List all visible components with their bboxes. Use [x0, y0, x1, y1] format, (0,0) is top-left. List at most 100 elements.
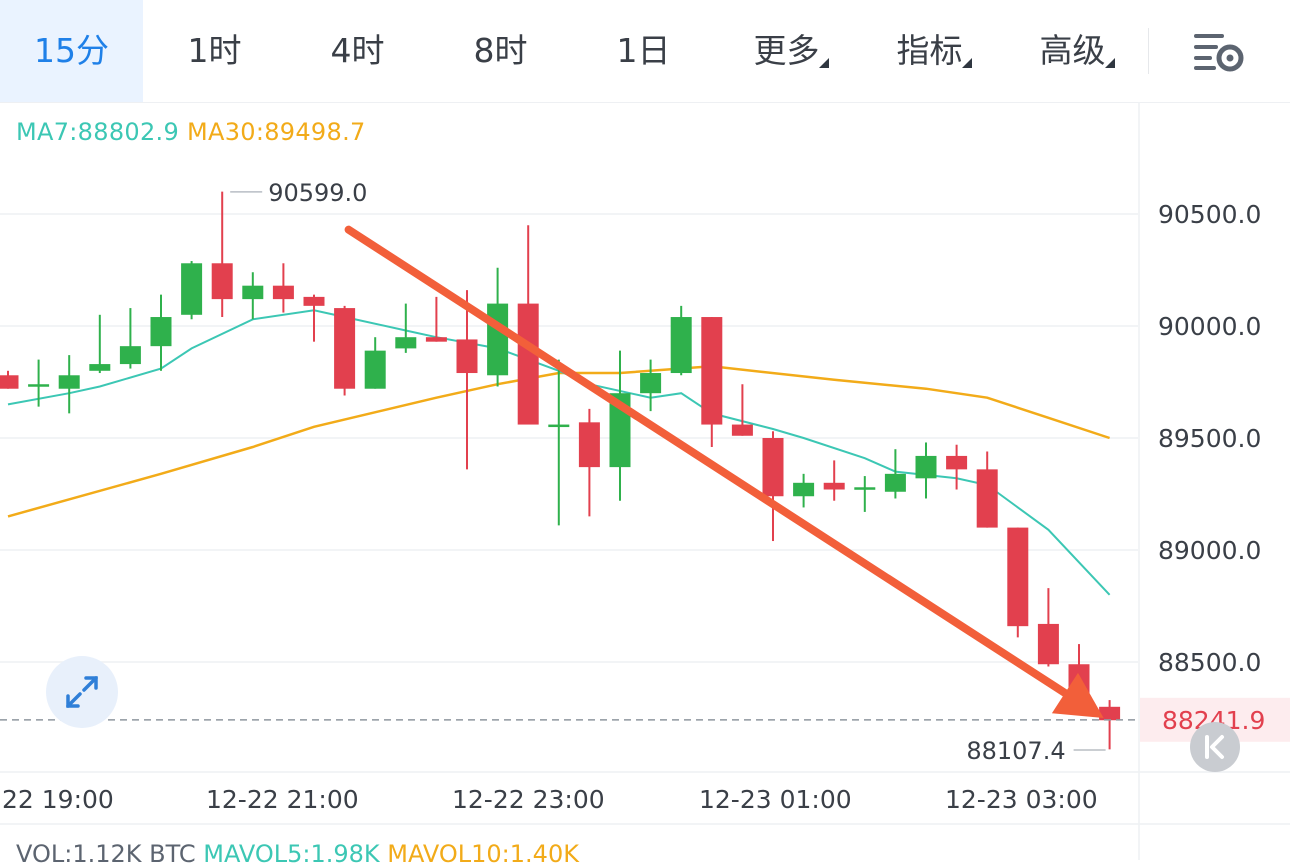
toolbar-divider — [1148, 28, 1149, 74]
candle-body — [731, 424, 753, 436]
candle — [915, 442, 937, 499]
candle-body — [915, 455, 937, 479]
candle — [181, 261, 203, 320]
candle — [578, 408, 600, 517]
time-tick-label: 12-23 03:00 — [945, 785, 1098, 814]
candle-body — [1037, 623, 1059, 665]
candle-body — [395, 337, 417, 349]
expand-icon — [66, 676, 98, 708]
tab-advanced-label: 高级 — [1039, 31, 1106, 70]
candle — [364, 337, 386, 389]
candle-body — [303, 296, 325, 306]
chart-settings-icon[interactable] — [1190, 30, 1246, 74]
trend-arrow-shaft — [344, 225, 1080, 704]
price-tick-label: 89500.0 — [1158, 424, 1261, 453]
tab-1d[interactable]: 1日 — [616, 31, 671, 70]
candle — [884, 449, 906, 499]
candle-body — [58, 375, 80, 389]
candle-body — [364, 350, 386, 389]
candle — [272, 263, 294, 313]
tab-1h[interactable]: 1时 — [187, 31, 242, 70]
time-tick-label: 12-22 21:00 — [206, 785, 359, 814]
candle-body — [89, 364, 111, 371]
tab-advanced[interactable]: 高级 — [1001, 0, 1144, 102]
volume-value: VOL:1.12K BTC — [16, 840, 196, 868]
candle — [89, 314, 111, 374]
candle — [303, 294, 325, 342]
ma30-value: MA30:89498.7 — [186, 118, 366, 146]
candle-body — [976, 469, 998, 528]
candle-body — [578, 422, 600, 468]
candle — [548, 359, 570, 526]
candle — [119, 308, 141, 369]
tab-indicators[interactable]: 指标 — [858, 0, 1001, 102]
candle — [1007, 527, 1029, 638]
candle-body — [0, 375, 19, 389]
scroll-to-latest-button[interactable] — [1190, 722, 1240, 772]
interval-toolbar: 15分 1时 4时 8时 1日 更多 指标 高级 — [0, 0, 1290, 103]
candle — [823, 460, 845, 501]
ma30-line — [7, 365, 1110, 518]
candle-body — [517, 303, 539, 425]
candle-body — [1007, 527, 1029, 627]
candle — [150, 294, 172, 371]
candle-body — [334, 308, 356, 389]
candle-body — [884, 473, 906, 492]
candle — [731, 384, 753, 436]
caret-down-icon — [819, 58, 829, 68]
chevron-left-icon — [1205, 735, 1224, 759]
ma30-layer — [7, 365, 1110, 518]
price-axis-ticks: 90500.0 90000.0 89500.0 89000.0 88500.0 — [1158, 200, 1261, 677]
candles-layer — [0, 191, 1121, 750]
candle-body — [1099, 706, 1121, 721]
time-tick-label: 22 19:00 — [2, 785, 114, 814]
candle-body — [119, 346, 141, 365]
candle — [242, 272, 264, 320]
caret-down-icon — [962, 58, 972, 68]
candle — [395, 303, 417, 353]
tab-15m[interactable]: 15分 — [0, 0, 143, 102]
candle — [854, 476, 876, 512]
candle-body — [670, 317, 692, 374]
candle — [701, 317, 723, 447]
candle — [334, 305, 356, 396]
tab-indicators-label: 指标 — [896, 31, 963, 70]
candle — [1037, 588, 1059, 667]
candle-body — [487, 303, 509, 376]
candle — [762, 431, 784, 542]
ma7-value: MA7:88802.9 — [16, 118, 180, 146]
trend-arrow-head — [1051, 672, 1104, 718]
ma-legend: MA7:88802.9 MA30:89498.7 — [16, 118, 366, 146]
candle-body — [456, 339, 478, 374]
candle-body — [762, 438, 784, 497]
candle — [0, 370, 19, 389]
candle-body — [272, 285, 294, 300]
tab-8h[interactable]: 8时 — [473, 31, 528, 70]
candle-body — [211, 263, 233, 300]
candle — [946, 444, 968, 490]
candle — [28, 359, 50, 407]
candle — [517, 225, 539, 425]
price-tick-label: 89000.0 — [1158, 536, 1261, 565]
candle-body — [946, 455, 968, 470]
candle — [58, 355, 80, 414]
caret-down-icon — [1105, 58, 1115, 68]
extreme-markers: 90599.0 88107.4 — [230, 179, 1106, 765]
tab-4h[interactable]: 4时 — [330, 31, 385, 70]
time-tick-label: 12-22 23:00 — [452, 785, 605, 814]
candle-body — [425, 337, 447, 342]
candle-body — [854, 487, 876, 490]
high-price-label: 90599.0 — [268, 179, 367, 207]
candle — [425, 296, 447, 342]
time-tick-label: 12-23 01:00 — [699, 785, 852, 814]
expand-fullscreen-button[interactable] — [46, 656, 118, 728]
mavol10-value: MAVOL10:1.40K — [387, 840, 579, 868]
candle-body — [150, 317, 172, 347]
candle-body — [28, 384, 50, 387]
candle — [976, 451, 998, 528]
volume-legend: VOL:1.12K BTC MAVOL5:1.98K MAVOL10:1.40K — [16, 840, 579, 868]
tab-more-label: 更多 — [753, 31, 820, 70]
candle-body — [793, 482, 815, 497]
tab-more[interactable]: 更多 — [715, 0, 858, 102]
candle — [793, 473, 815, 508]
